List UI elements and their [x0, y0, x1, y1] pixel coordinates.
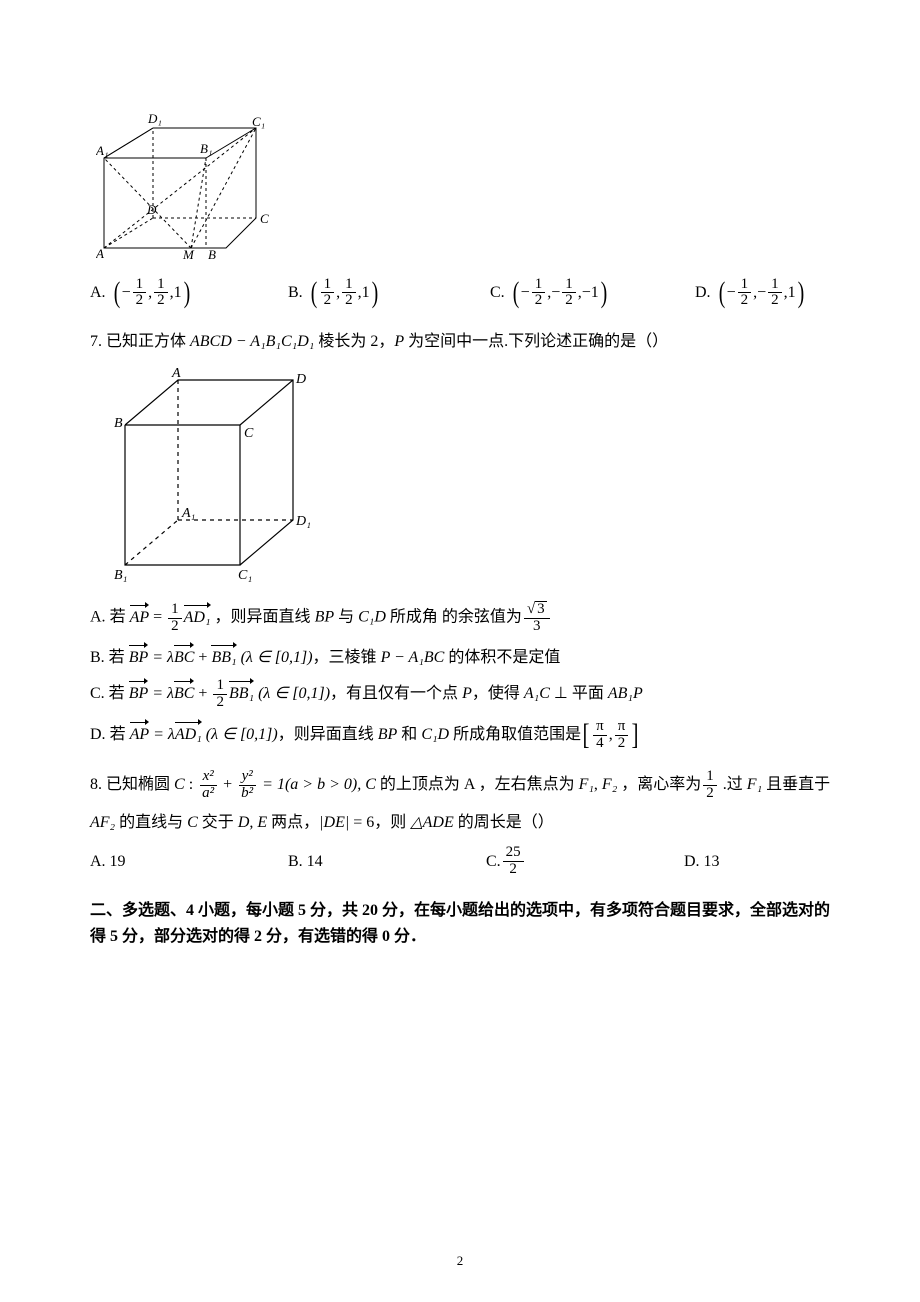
- lbl-c: C: [260, 211, 269, 226]
- lbl-b: B: [208, 247, 216, 260]
- q8-option-a: A. 19: [90, 849, 288, 875]
- q7-option-d: D. 若 AP = λAD₁ (λ ∈ [0,1])，则异面直线 BP 和 C₁…: [90, 719, 840, 752]
- q7-option-a: A. 若 AP = 12AD₁ ，则异面直线 BP 与 C₁D 所成角 的余弦值…: [90, 601, 840, 635]
- q8-number: 8.: [90, 776, 102, 793]
- q7-option-c: C. 若 BP = λBC + 12BB₁ (λ ∈ [0,1])，有且仅有一个…: [90, 678, 840, 711]
- lbl-a1: A₁: [96, 143, 108, 158]
- q7-stem: 7. 已知正方体 ABCD − A₁B₁C₁D₁ 棱长为 2，P 为空间中一点.…: [90, 329, 840, 355]
- q6-d-label: D.: [695, 280, 711, 306]
- q8-option-d: D. 13: [684, 849, 720, 875]
- lbl-m: M: [182, 247, 195, 260]
- q6-option-d: D. (−12,−12,1): [695, 277, 806, 310]
- svg-text:C₁: C₁: [238, 568, 252, 583]
- q6-option-a: A. (−12,12,1): [90, 277, 288, 310]
- svg-text:D₁: D₁: [295, 514, 310, 529]
- lbl-a: A: [96, 246, 104, 260]
- q6-b-label: B.: [288, 280, 303, 306]
- q6-option-b: B. (12,12,1): [288, 277, 490, 310]
- lbl-c1: C₁: [252, 114, 265, 129]
- q8-stem-line1: 8. 已知椭圆 C : x²a² + y²b² = 1(a > b > 0), …: [90, 769, 840, 802]
- svg-text:C: C: [244, 426, 254, 441]
- q7-number: 7.: [90, 333, 102, 350]
- svg-text:B₁: B₁: [114, 568, 127, 583]
- page-number: 2: [0, 1251, 920, 1272]
- lbl-b1: B₁: [200, 141, 212, 156]
- q6-options: A. (−12,12,1) B. (12,12,1) C. (−12,−12,−…: [90, 277, 840, 310]
- lbl-d: D: [146, 202, 157, 217]
- q8-stem-line2: AF₂ 的直线与 C 交于 D, E 两点，|DE| = 6，则 △ADE 的周…: [90, 810, 840, 836]
- q7-option-b: B. 若 BP = λBC + BB₁ (λ ∈ [0,1])，三棱锥 P − …: [90, 643, 840, 671]
- section-2-heading: 二、多选题、4 小题，每小题 5 分，共 20 分，在每小题给出的选项中，有多项…: [90, 898, 840, 949]
- q7-figure: A D B C A₁ D₁ B₁ C₁: [110, 365, 840, 594]
- q6-a-label: A.: [90, 280, 106, 306]
- svg-text:B: B: [114, 416, 123, 431]
- svg-text:A₁: A₁: [181, 506, 195, 521]
- q6-figure: D₁ C₁ A₁ B₁ D C A M B: [96, 110, 840, 269]
- q8-options: A. 19 B. 14 C. 252 D. 13: [90, 845, 840, 878]
- svg-text:D: D: [295, 372, 306, 387]
- q8-option-c: C. 252: [486, 845, 684, 878]
- lbl-d1: D₁: [147, 111, 162, 126]
- q6-c-label: C.: [490, 280, 505, 306]
- svg-text:A: A: [171, 366, 181, 381]
- q6-option-c: C. (−12,−12,−1): [490, 277, 695, 310]
- q8-option-b: B. 14: [288, 849, 486, 875]
